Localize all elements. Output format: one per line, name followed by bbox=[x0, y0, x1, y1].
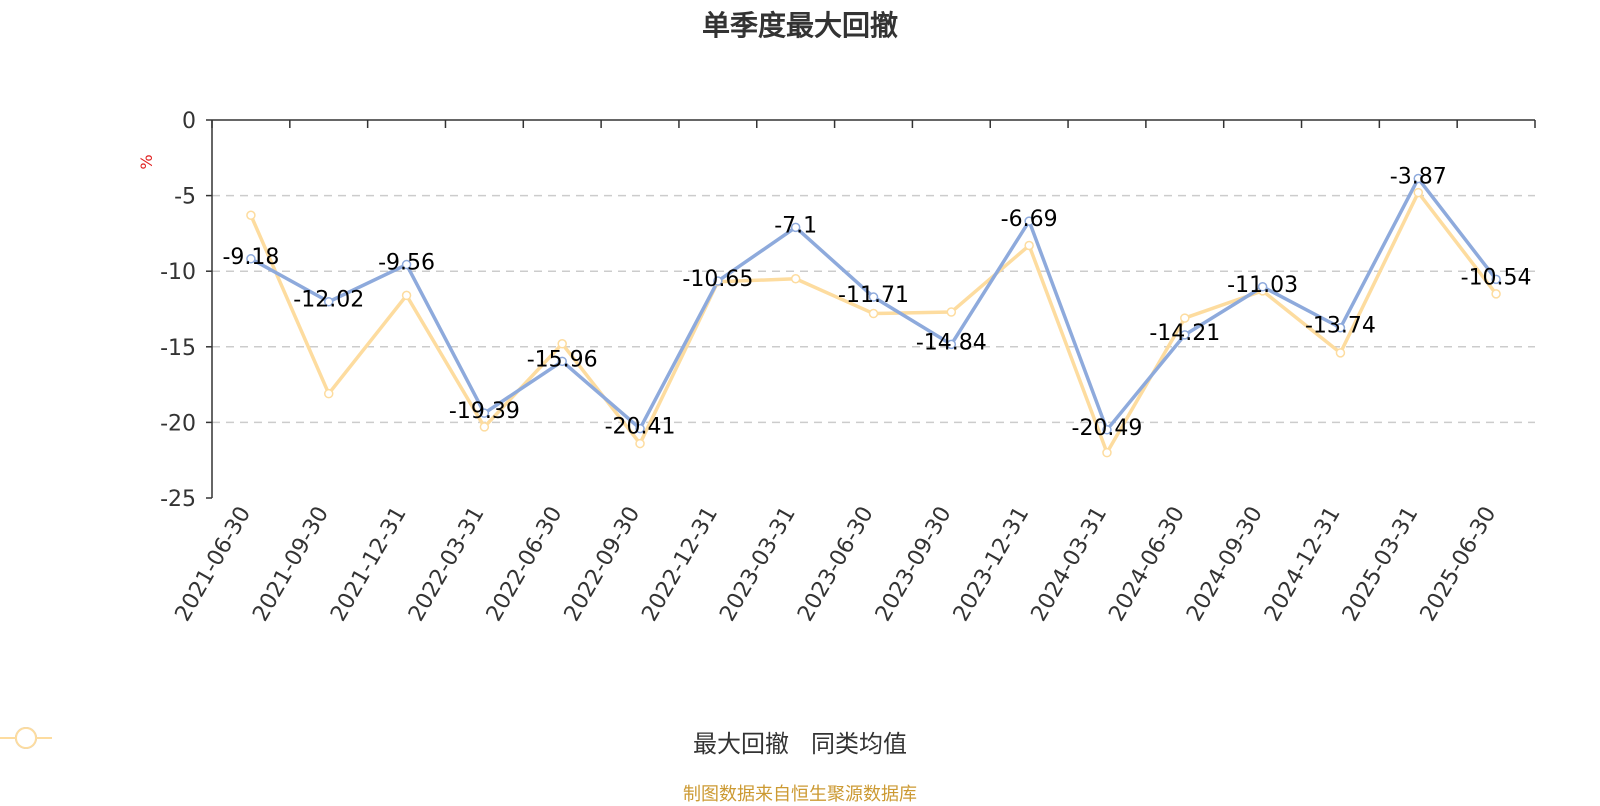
x-tick-label: 2024-03-31 bbox=[1027, 503, 1113, 626]
legend-swatch-peer-average bbox=[0, 727, 52, 749]
legend-label-max-drawdown: 最大回撤 bbox=[693, 730, 789, 758]
data-label: -9.18 bbox=[222, 245, 279, 270]
data-label: -13.74 bbox=[1305, 314, 1376, 339]
data-point-peer-average bbox=[1180, 313, 1190, 323]
x-tick-label: 2023-06-30 bbox=[793, 503, 879, 626]
data-point-max-drawdown bbox=[635, 423, 645, 434]
data-point-max-drawdown bbox=[323, 296, 334, 307]
x-tick-label: 2021-12-31 bbox=[326, 503, 412, 626]
x-tick-label: 2023-09-30 bbox=[871, 502, 957, 625]
legend-item-peer-average[interactable]: 同类均值 bbox=[0, 724, 907, 759]
data-point-peer-average bbox=[1102, 447, 1112, 458]
x-tick-label: 2021-06-30 bbox=[171, 503, 257, 626]
data-point-peer-average bbox=[1413, 187, 1424, 198]
y-tick-label: -20 bbox=[160, 411, 196, 436]
data-point-max-drawdown bbox=[868, 292, 879, 302]
x-tick-label: 2024-06-30 bbox=[1104, 503, 1190, 626]
data-point-peer-average bbox=[790, 274, 801, 284]
data-label: -14.84 bbox=[916, 330, 987, 355]
y-tick-label: 0 bbox=[182, 109, 196, 134]
x-tick-label: 2025-03-31 bbox=[1338, 503, 1424, 626]
legend: 最大回撤 同类均值 bbox=[0, 724, 1600, 759]
x-tick-label: 2022-03-31 bbox=[404, 502, 490, 625]
x-tick-label: 2022-12-31 bbox=[637, 503, 723, 626]
data-point-max-drawdown bbox=[1257, 282, 1268, 292]
y-tick-label: -10 bbox=[160, 260, 196, 285]
x-tick-label: 2024-12-31 bbox=[1260, 503, 1346, 626]
data-label: -20.49 bbox=[1072, 416, 1143, 441]
data-label: -9.56 bbox=[378, 251, 435, 276]
data-point-peer-average bbox=[1491, 289, 1501, 299]
data-label: -6.69 bbox=[1001, 207, 1058, 232]
data-point-peer-average bbox=[557, 339, 567, 349]
data-label: -10.65 bbox=[682, 267, 753, 292]
data-point-max-drawdown bbox=[401, 259, 412, 270]
y-tick-label: -15 bbox=[160, 336, 196, 361]
data-point-max-drawdown bbox=[557, 356, 567, 367]
data-point-max-drawdown bbox=[1413, 173, 1424, 184]
data-point-peer-average bbox=[323, 388, 334, 399]
data-point-max-drawdown bbox=[1024, 216, 1034, 226]
data-label: -11.03 bbox=[1227, 273, 1298, 298]
data-label: -20.41 bbox=[605, 415, 676, 440]
data-point-max-drawdown bbox=[946, 339, 957, 350]
data-label: -14.21 bbox=[1149, 321, 1220, 346]
data-label: -19.39 bbox=[449, 399, 520, 424]
data-point-max-drawdown bbox=[790, 222, 801, 233]
data-point-max-drawdown bbox=[1491, 274, 1501, 285]
x-tick-label: 2021-09-30 bbox=[248, 503, 334, 626]
data-point-max-drawdown bbox=[1102, 425, 1112, 435]
data-point-max-drawdown bbox=[1335, 322, 1346, 333]
y-tick-label: -25 bbox=[160, 487, 196, 512]
data-point-max-drawdown bbox=[713, 276, 723, 286]
data-label: -7.1 bbox=[774, 213, 817, 238]
data-label: -11.71 bbox=[838, 283, 909, 308]
data-point-max-drawdown bbox=[1180, 330, 1190, 340]
chart-title: 单季度最大回撤 bbox=[701, 9, 898, 42]
x-tick-label: 2023-12-31 bbox=[949, 503, 1035, 626]
data-point-peer-average bbox=[635, 438, 645, 449]
data-point-peer-average bbox=[1024, 240, 1034, 251]
data-label: -15.96 bbox=[527, 347, 598, 372]
data-point-peer-average bbox=[868, 308, 879, 319]
x-tick-label: 2023-03-31 bbox=[715, 503, 801, 626]
data-label: -12.02 bbox=[293, 288, 364, 313]
data-source-note: 制图数据来自恒生聚源数据库 bbox=[683, 784, 917, 805]
data-point-peer-average bbox=[1335, 348, 1346, 358]
x-tick-label: 2024-09-30 bbox=[1182, 503, 1268, 626]
legend-item-max-drawdown[interactable]: 最大回撤 bbox=[0, 724, 789, 759]
y-axis-label: % bbox=[137, 154, 156, 169]
x-tick-label: 2022-09-30 bbox=[560, 503, 646, 626]
data-point-peer-average bbox=[479, 422, 490, 432]
data-point-peer-average bbox=[401, 290, 412, 301]
data-point-max-drawdown bbox=[479, 408, 490, 418]
data-label: -10.54 bbox=[1461, 265, 1532, 290]
data-point-max-drawdown bbox=[246, 254, 256, 264]
data-point-peer-average bbox=[246, 210, 256, 221]
x-tick-label: 2025-06-30 bbox=[1416, 503, 1502, 626]
legend-label-peer-average: 同类均值 bbox=[811, 730, 907, 758]
y-tick-label: -5 bbox=[174, 185, 196, 210]
data-label: -3.87 bbox=[1390, 165, 1447, 190]
data-point-peer-average bbox=[946, 307, 957, 317]
x-tick-label: 2022-06-30 bbox=[482, 503, 568, 626]
